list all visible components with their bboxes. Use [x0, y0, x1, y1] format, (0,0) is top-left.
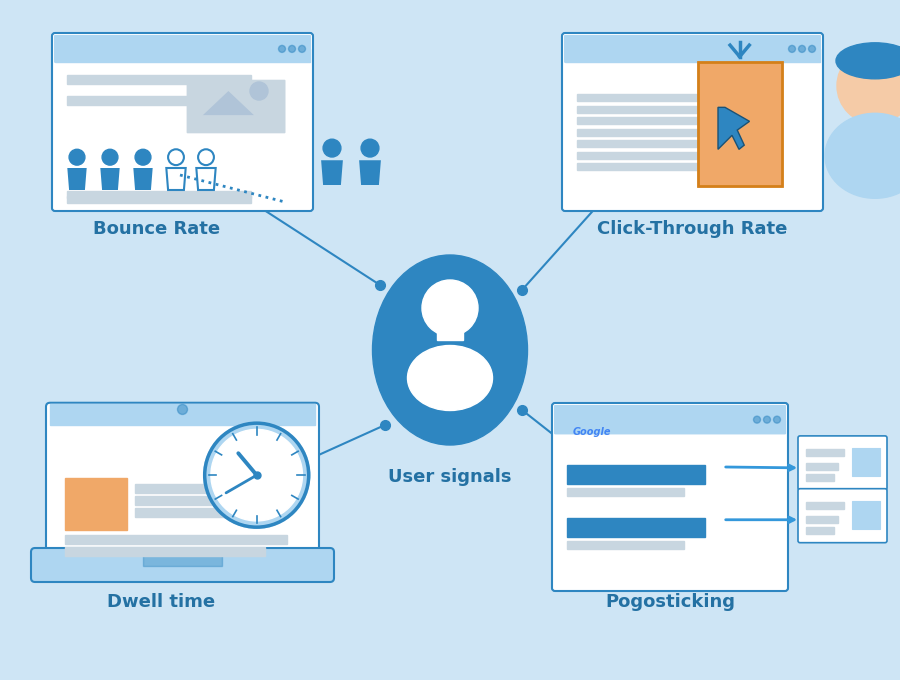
FancyBboxPatch shape — [31, 548, 334, 582]
Bar — [55, 49, 310, 62]
Circle shape — [422, 280, 478, 336]
Bar — [806, 502, 844, 509]
Bar — [806, 474, 834, 481]
Circle shape — [323, 139, 341, 157]
Bar — [135, 496, 270, 505]
Bar — [567, 465, 705, 484]
Text: User signals: User signals — [388, 468, 512, 486]
Bar — [577, 129, 699, 136]
Bar — [577, 106, 699, 113]
Circle shape — [69, 150, 85, 165]
Bar — [806, 449, 844, 456]
FancyBboxPatch shape — [564, 35, 821, 63]
FancyBboxPatch shape — [798, 489, 887, 543]
FancyBboxPatch shape — [52, 33, 313, 211]
Circle shape — [135, 150, 151, 165]
Polygon shape — [100, 168, 120, 190]
Bar — [67, 191, 250, 198]
Text: Pogosticking: Pogosticking — [605, 593, 735, 611]
Bar — [806, 527, 834, 534]
Bar — [852, 500, 880, 528]
Circle shape — [753, 416, 760, 423]
FancyBboxPatch shape — [562, 33, 823, 211]
Circle shape — [204, 423, 309, 527]
Polygon shape — [202, 91, 254, 115]
Bar — [65, 478, 127, 530]
Ellipse shape — [408, 345, 492, 411]
Circle shape — [278, 46, 285, 52]
Circle shape — [361, 139, 379, 157]
Bar — [555, 420, 785, 433]
FancyBboxPatch shape — [46, 403, 319, 560]
Bar — [65, 535, 287, 544]
Circle shape — [808, 46, 815, 52]
Circle shape — [289, 46, 295, 52]
Bar — [135, 484, 290, 493]
Bar — [437, 322, 463, 340]
FancyBboxPatch shape — [798, 436, 887, 490]
Bar — [50, 404, 315, 425]
Bar — [67, 196, 250, 203]
Bar — [577, 152, 699, 159]
Circle shape — [299, 46, 305, 52]
Polygon shape — [68, 168, 86, 190]
Polygon shape — [359, 160, 381, 185]
FancyBboxPatch shape — [552, 403, 788, 591]
Ellipse shape — [825, 114, 900, 199]
Circle shape — [773, 416, 780, 423]
Circle shape — [177, 405, 187, 414]
Circle shape — [788, 46, 796, 52]
Polygon shape — [321, 160, 343, 185]
Ellipse shape — [373, 255, 527, 445]
Polygon shape — [718, 107, 750, 150]
Bar — [577, 140, 717, 148]
Circle shape — [798, 46, 806, 52]
Bar — [577, 95, 717, 101]
Circle shape — [211, 429, 302, 521]
Bar — [65, 547, 265, 556]
Bar — [852, 448, 880, 476]
Bar — [698, 62, 782, 186]
Polygon shape — [133, 168, 153, 190]
Bar — [565, 49, 820, 62]
Bar — [143, 554, 222, 566]
Circle shape — [102, 150, 118, 165]
Bar — [67, 75, 250, 84]
Circle shape — [250, 82, 268, 100]
Text: Dwell time: Dwell time — [107, 593, 215, 611]
Bar — [806, 463, 838, 470]
Bar — [567, 541, 684, 549]
Ellipse shape — [836, 43, 900, 79]
FancyBboxPatch shape — [554, 405, 786, 435]
Bar — [577, 118, 717, 124]
Bar — [135, 508, 280, 517]
Text: Click-Through Rate: Click-Through Rate — [598, 220, 788, 238]
Bar — [67, 96, 220, 105]
Text: Google: Google — [573, 427, 611, 437]
Text: Bounce Rate: Bounce Rate — [94, 220, 220, 238]
Bar — [567, 488, 684, 496]
FancyBboxPatch shape — [186, 80, 285, 133]
Bar — [806, 515, 838, 523]
Circle shape — [837, 48, 900, 124]
FancyBboxPatch shape — [54, 35, 311, 63]
Circle shape — [763, 416, 770, 423]
Bar — [577, 163, 717, 171]
Bar — [567, 518, 705, 537]
